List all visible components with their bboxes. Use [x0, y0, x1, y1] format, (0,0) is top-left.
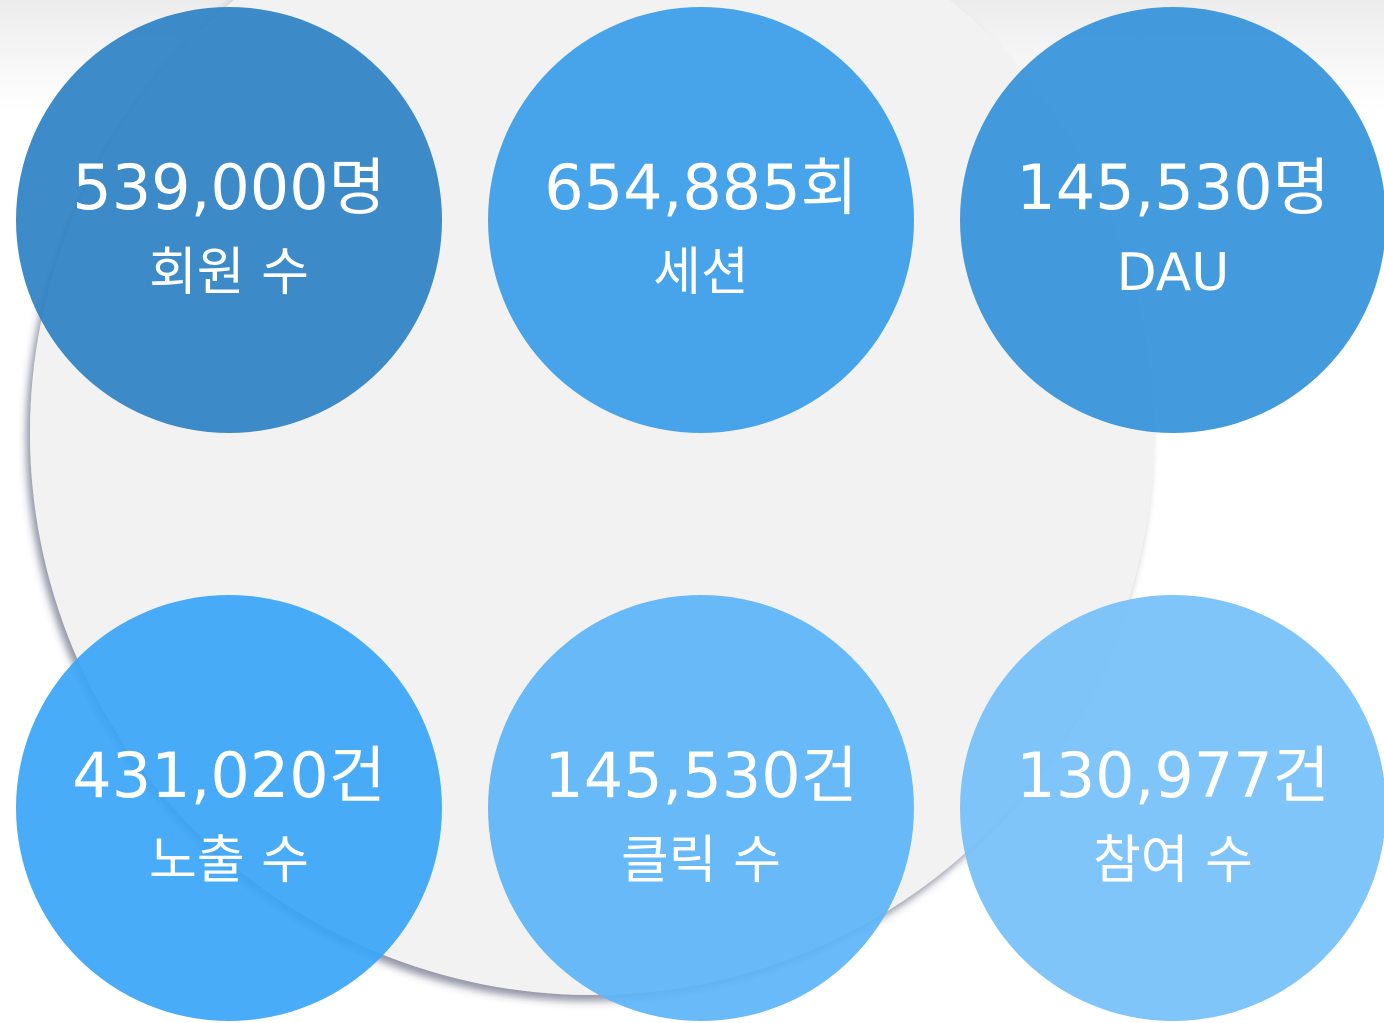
- metric-circle: [16, 7, 442, 433]
- metric-circle: [960, 595, 1384, 1021]
- metric-value: 431,020건: [72, 739, 385, 812]
- metric-label: 세션: [653, 243, 749, 303]
- metric-value: 145,530명: [1016, 151, 1329, 224]
- metric-circle: [16, 595, 442, 1021]
- metric-label: 회원 수: [149, 243, 309, 303]
- metric-circle: [960, 7, 1384, 433]
- metric-value: 145,530건: [544, 739, 857, 812]
- metric-label: DAU: [1117, 243, 1230, 303]
- metric-value: 539,000명: [72, 151, 385, 224]
- metric-label: 클릭 수: [621, 831, 781, 891]
- metric-value: 130,977건: [1016, 739, 1329, 812]
- metric-label: 참여 수: [1093, 831, 1253, 891]
- metric-value: 654,885회: [544, 151, 857, 224]
- metric-label: 노출 수: [149, 831, 309, 891]
- metric-circle: [488, 7, 914, 433]
- metric-circle: [488, 595, 914, 1021]
